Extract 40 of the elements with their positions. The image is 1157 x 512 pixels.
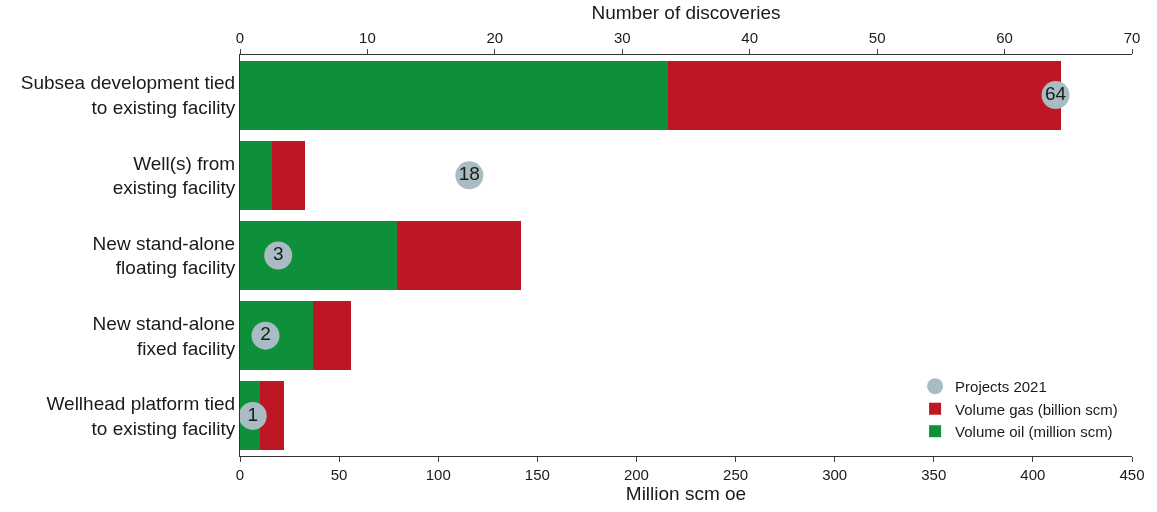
x-tick-label: 100: [425, 466, 451, 483]
bar: [271, 140, 306, 210]
data-label: 2: [260, 323, 271, 345]
legend-label: Volume gas (billion scm): [955, 400, 1118, 418]
legend-label: Volume oil (million scm): [955, 423, 1113, 441]
x2-tick-label: 0: [235, 29, 245, 46]
y-tick-label: Wellhead platform tied to existing facility: [46, 393, 236, 439]
x2-tick-label: 10: [359, 29, 376, 46]
bar: [259, 381, 284, 451]
x-tick-label: 450: [1119, 466, 1145, 483]
x2-tick-label: 40: [741, 29, 759, 46]
x2-tick-label: 60: [996, 29, 1013, 46]
data-label: 3: [272, 243, 284, 265]
x-tick-label: 300: [822, 466, 848, 483]
x-tick-label: 350: [921, 466, 947, 483]
x2-tick-label: 50: [868, 29, 886, 46]
x-axis-title: Million scm oe: [625, 483, 747, 504]
x-tick-label: 250: [723, 466, 749, 483]
bar: [240, 221, 397, 290]
bar: [240, 140, 272, 210]
data-label: 1: [247, 403, 259, 425]
bar: [313, 301, 351, 371]
x-tick-label: 400: [1020, 466, 1046, 483]
y-tick-label: Well(s) from existing facility: [112, 152, 236, 199]
x-tick-label: 200: [623, 466, 649, 483]
x2-tick-label: 30: [613, 29, 631, 46]
bar: [396, 221, 522, 290]
x-tick-label: 0: [235, 466, 245, 483]
x2-tick-label: 70: [1123, 29, 1141, 46]
bar: [240, 60, 669, 130]
data-label: 18: [458, 163, 480, 185]
x-tick-label: 150: [524, 466, 550, 483]
y-tick-label: Subsea development tied to existing facility: [20, 72, 236, 119]
data-label: 64: [1044, 82, 1067, 104]
x2-axis-title: Number of discoveries: [591, 1, 781, 23]
x-tick-label: 50: [330, 466, 348, 483]
y-tick-label: New stand-alone fixed facility: [92, 313, 236, 359]
y-tick-label: New stand-alone floating facility: [92, 232, 236, 279]
x2-tick-label: 20: [486, 29, 504, 46]
legend-label: Projects 2021: [955, 378, 1047, 396]
